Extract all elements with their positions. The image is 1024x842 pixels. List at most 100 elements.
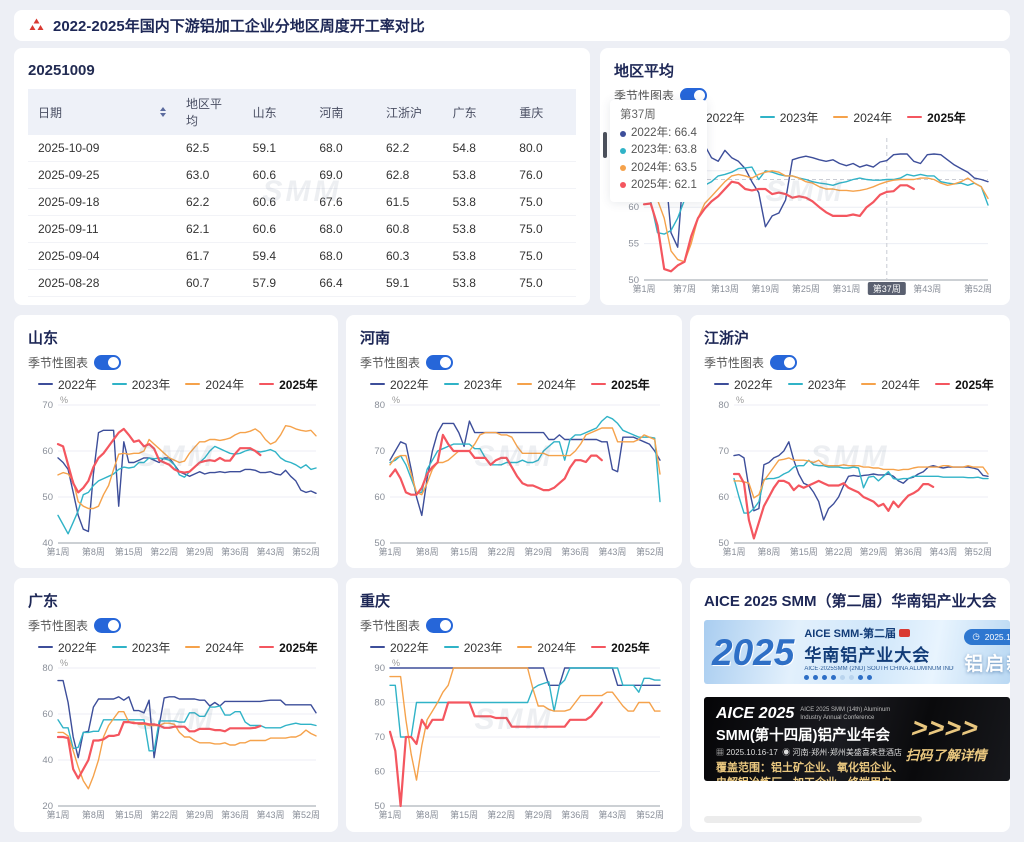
svg-text:第52周: 第52周 — [292, 809, 320, 820]
ad-banner-annual-conference[interactable]: AICE 2025 AICE 2025 SMM (14th) Aluminum I… — [704, 697, 1010, 781]
page-title: 2022-2025年国内下游铝加工企业分地区周度开工率对比 — [53, 18, 425, 35]
carousel-dot[interactable] — [840, 674, 846, 680]
svg-text:第43周: 第43周 — [598, 546, 626, 557]
carousel-dot[interactable] — [867, 674, 873, 680]
column-header-山东: 山东 — [242, 89, 310, 135]
legend-item-2023年[interactable]: 2023年 — [787, 376, 846, 393]
carousel-dot[interactable] — [813, 674, 819, 680]
carousel-dot[interactable] — [804, 674, 810, 680]
svg-text:第15周: 第15周 — [115, 546, 143, 557]
svg-text:第36周: 第36周 — [561, 809, 589, 820]
horizontal-scrollbar-thumb[interactable] — [704, 816, 922, 823]
svg-text:55: 55 — [628, 239, 639, 250]
svg-text:第22周: 第22周 — [487, 546, 515, 557]
legend-item-2024年[interactable]: 2024年 — [517, 639, 576, 656]
chart-chongqing[interactable]: 50 60 70 80 90% 第1周 第8周 第15周 第22周 第29周 第36周 第43周 第52… — [360, 658, 668, 822]
table-cell: 60.6 — [242, 188, 310, 216]
legend-item-2025年[interactable]: 2025年 — [259, 376, 318, 393]
legend-item-2023年[interactable]: 2023年 — [111, 639, 170, 656]
table-cell: 61.5 — [375, 188, 443, 216]
svg-text:40: 40 — [42, 755, 53, 766]
svg-text:第1周: 第1周 — [632, 283, 655, 294]
table-cell: 59.1 — [375, 269, 443, 297]
table-cell: 61.7 — [176, 242, 243, 270]
table-cell: 53.8 — [442, 161, 510, 189]
svg-text:第43周: 第43周 — [256, 809, 284, 820]
legend-item-2023年[interactable]: 2023年 — [759, 109, 818, 126]
legend-item-2023年[interactable]: 2023年 — [443, 639, 502, 656]
svg-text:第36周: 第36周 — [894, 546, 922, 557]
table-row: 2025-09-11 62.1 60.6 68.0 60.8 53.8 75.0 — [28, 215, 576, 243]
svg-text:第43周: 第43周 — [598, 809, 626, 820]
legend-item-2024年[interactable]: 2024年 — [185, 639, 244, 656]
sort-icon[interactable] — [160, 106, 166, 117]
svg-text:第8周: 第8周 — [416, 809, 439, 820]
table-cell: 2025-09-11 — [28, 215, 176, 243]
banner-subtitle: AICE SMM-第二届 — [804, 627, 896, 640]
legend-item-2025年[interactable]: 2025年 — [591, 376, 650, 393]
seasonal-toggle[interactable] — [94, 618, 122, 633]
legend-item-2025年[interactable]: 2025年 — [935, 376, 994, 393]
column-header-广东: 广东 — [442, 89, 510, 135]
legend-item-2023年[interactable]: 2023年 — [443, 376, 502, 393]
table-row: 2025-10-09 62.5 59.1 68.0 62.2 54.8 80.0 — [28, 135, 576, 162]
table-cell: 75.0 — [509, 242, 576, 270]
table-cell: 75.0 — [509, 269, 576, 297]
ad-title: AICE 2025 SMM（第二届）华南铝产业大会 — [704, 593, 997, 610]
legend-item-2022年[interactable]: 2022年 — [38, 639, 97, 656]
seasonal-toggle[interactable] — [94, 355, 122, 370]
carousel-dot[interactable] — [858, 674, 864, 680]
panel-shandong: 山东 季节性图表 2022年 2023年 2024年 2025年 40 50 60 70% 第… — [14, 315, 338, 568]
table-cell: 2025-09-25 — [28, 161, 176, 189]
panel-title: 江浙沪 — [704, 330, 750, 347]
legend-item-2022年[interactable]: 2022年 — [370, 376, 429, 393]
chart-guangdong[interactable]: 20 40 60 80% 第1周 第8周 第15周 第22周 第29周 第36周 第43周 第52周 — [28, 658, 324, 822]
table-date-heading: 20251009 — [28, 62, 95, 79]
chart-shandong[interactable]: 40 50 60 70% 第1周 第8周 第15周 第22周 第29周 第36周 第43周 第52周 — [28, 395, 324, 559]
table-cell: 60.6 — [242, 161, 310, 189]
legend-item-2024年[interactable]: 2024年 — [517, 376, 576, 393]
svg-text:90: 90 — [374, 663, 385, 674]
carousel-dots[interactable] — [804, 674, 954, 680]
table-cell: 75.0 — [509, 188, 576, 216]
column-header-重庆: 重庆 — [509, 89, 576, 135]
legend-item-2024年[interactable]: 2024年 — [861, 376, 920, 393]
legend-item-2022年[interactable]: 2022年 — [370, 639, 429, 656]
column-header-日期[interactable]: 日期 — [28, 89, 176, 135]
legend-item-2024年[interactable]: 2024年 — [185, 376, 244, 393]
table-cell: 73.0 — [509, 296, 576, 305]
seasonal-toggle[interactable] — [426, 618, 454, 633]
column-header-江浙沪: 江浙沪 — [375, 89, 443, 135]
chart-svg: 50 60 70 80 % 第1周 第8周 第15周 第22周 第29周 第36周 第43周 第52周 — [374, 395, 664, 557]
carousel-dot[interactable] — [849, 674, 855, 680]
legend-item-2023年[interactable]: 2023年 — [111, 376, 170, 393]
legend-item-2025年[interactable]: 2025年 — [259, 639, 318, 656]
axis-pointer-handle[interactable] — [603, 132, 607, 158]
banner-slogan: 铝启新章南 — [964, 653, 1010, 675]
carousel-dot[interactable] — [831, 674, 837, 680]
legend-item-2022年[interactable]: 2022年 — [38, 376, 97, 393]
smm-logo-icon — [29, 18, 44, 30]
svg-text:第37周: 第37周 — [873, 283, 901, 294]
svg-text:80: 80 — [374, 400, 385, 411]
seasonal-toggle[interactable] — [426, 355, 454, 370]
seasonal-toggle-label: 季节性图表 — [360, 619, 421, 633]
seasonal-toggle[interactable] — [770, 355, 798, 370]
svg-text:80: 80 — [42, 663, 53, 674]
legend-item-2024年[interactable]: 2024年 — [833, 109, 892, 126]
table-row: 2025-08-28 60.7 57.9 66.4 59.1 53.8 75.0 — [28, 269, 576, 297]
legend-item-2022年[interactable]: 2022年 — [714, 376, 773, 393]
carousel-dot[interactable] — [822, 674, 828, 680]
seasonal-toggle[interactable] — [680, 88, 708, 103]
legend-item-2025年[interactable]: 2025年 — [591, 639, 650, 656]
table-row: 2025-09-25 63.0 60.6 69.0 62.8 53.8 76.0 — [28, 161, 576, 189]
table-cell: 68.0 — [309, 242, 376, 270]
panel-title: 重庆 — [360, 593, 391, 610]
chart-jiangzhehu[interactable]: 50 60 70 80% 第1周 第8周 第15周 第22周 第29周 第36周 第43周 第52周 — [704, 395, 996, 559]
table-cell: 68.0 — [309, 215, 376, 243]
legend-item-2025年[interactable]: 2025年 — [907, 109, 966, 126]
svg-text:第1周: 第1周 — [378, 546, 401, 557]
chart-henan[interactable]: 50 60 70 80% 第1周 第8周 第15周 第22周 第29周 第36周 第43周 第52周 — [360, 395, 668, 559]
svg-text:50: 50 — [374, 801, 385, 812]
ad-banner-south-china[interactable]: 2025 AICE SMM-第二届 华南铝产业大会 AICE·2025SMM (… — [704, 620, 1010, 684]
